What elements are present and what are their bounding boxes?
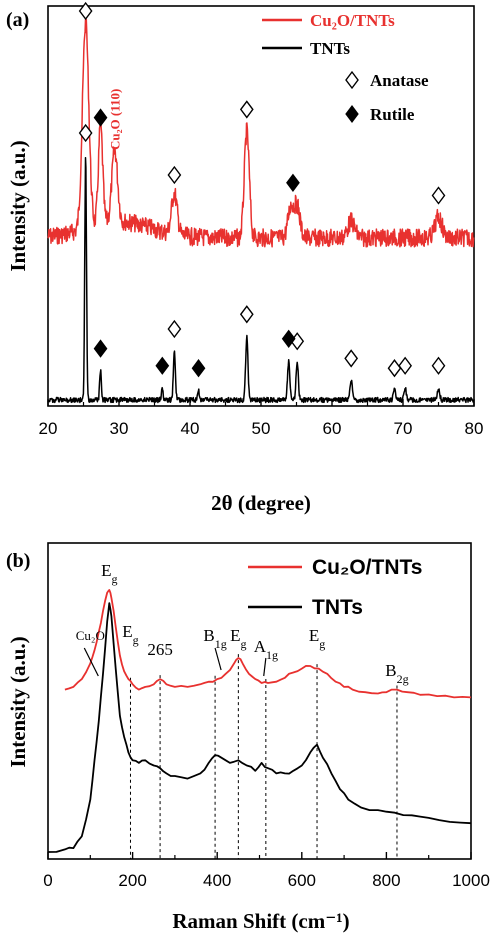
panel-b-x-tick-label: 400 <box>203 871 231 890</box>
panel-b-x-tick-label: 200 <box>118 871 146 890</box>
legend-label-rutile: Rutile <box>370 105 415 124</box>
panel-b-band-label: Eg <box>101 561 117 586</box>
panel-b-plot-frame <box>47 542 472 860</box>
panel-b-x-tick-label: 1000 <box>452 871 490 890</box>
panel-a-series-line-cu2o-tnts <box>47 18 475 248</box>
legend-filled-diamond-icon <box>345 105 359 123</box>
legend-label-tnts: TNTs <box>312 596 363 619</box>
panel-b-label: (b) <box>6 550 30 572</box>
panel-a-series <box>47 18 475 404</box>
panel-b-cu2o-arrow-icon <box>83 647 99 677</box>
panel-b-band-label: 265 <box>147 640 173 659</box>
legend-label-tnts: TNTs <box>310 39 350 58</box>
panel-b-series-line-cu2o-tnts <box>64 589 472 699</box>
panel-b-legend: Cu₂O/TNTs TNTs <box>248 556 422 619</box>
anatase-marker-icon <box>431 356 446 375</box>
panel-a-x-axis: 20 30 40 50 60 70 80 <box>39 399 484 438</box>
anatase-marker-icon <box>239 100 254 119</box>
panel-a-x-tick-label: 20 <box>39 419 58 438</box>
anatase-marker-icon <box>398 356 413 375</box>
panel-a-cu2o-peak-label: Cu₂O (110) <box>107 89 122 150</box>
rutile-marker-icon <box>155 356 170 375</box>
rutile-marker-icon <box>281 329 296 348</box>
panel-b-band-label: Eg <box>230 626 246 651</box>
anatase-marker-icon <box>387 359 402 378</box>
panel-b-b1g-arrow-icon <box>214 647 222 671</box>
panel-a-x-tick-label: 70 <box>394 419 413 438</box>
anatase-marker-icon <box>167 165 182 185</box>
anatase-marker-icon <box>239 305 254 324</box>
panel-a-y-axis-title: Intensity (a.u.) <box>6 140 30 271</box>
legend-label-cu2o-tnts: Cu₂O/TNTs <box>310 11 395 30</box>
panel-b-band-label: Cu₂O <box>76 628 105 643</box>
panel-a-x-tick-label: 80 <box>465 419 484 438</box>
panel-b-series-line-tnts <box>47 602 472 853</box>
panel-a-x-axis-title: 2θ (degree) <box>211 491 311 515</box>
anatase-marker-icon <box>344 349 359 368</box>
panel-a-x-tick-label: 40 <box>181 419 200 438</box>
panel-b-x-tick-label: 600 <box>288 871 316 890</box>
panel-a-legend: Cu₂O/TNTs TNTs Anatase Rutile <box>262 11 429 124</box>
panel-b-band-label: A1g <box>254 637 278 662</box>
panel-b-x-tick-label: 0 <box>43 871 52 890</box>
panel-b-band-label: Eg <box>122 622 138 647</box>
rutile-marker-icon <box>93 108 108 127</box>
legend-label-anatase: Anatase <box>370 71 429 90</box>
anatase-marker-icon <box>431 186 446 205</box>
panel-b-band-label: B1g <box>203 626 226 651</box>
panel-a-phase-markers <box>78 1 446 378</box>
legend-open-diamond-icon <box>345 70 359 90</box>
panel-a-x-tick-label: 60 <box>323 419 342 438</box>
panel-a-x-tick-label: 30 <box>110 419 129 438</box>
panel-a-plot-frame <box>47 5 475 407</box>
panel-b-a1g-arrow-icon <box>263 657 267 677</box>
panel-b-band-label: B2g <box>385 661 408 686</box>
panel-a: (a) 20 30 40 50 60 70 80 2θ (degree) Intensity… <box>6 1 484 515</box>
panel-b-x-axis-title: Raman Shift (cm⁻¹) <box>172 909 349 933</box>
legend-label-cu2o-tnts: Cu₂O/TNTs <box>312 556 422 579</box>
anatase-marker-icon <box>78 1 93 21</box>
rutile-marker-icon <box>191 359 206 378</box>
panel-a-label: (a) <box>6 9 29 31</box>
panel-a-x-tick-label: 50 <box>252 419 271 438</box>
panel-b-x-axis: 0 200 400 600 800 1000 <box>43 852 490 890</box>
panel-b-band-label: Eg <box>309 626 325 651</box>
panel-b-x-tick-label: 800 <box>372 871 400 890</box>
rutile-marker-icon <box>286 173 300 192</box>
panel-b-y-axis-title: Intensity (a.u.) <box>6 636 30 767</box>
rutile-marker-icon <box>93 339 108 358</box>
panel-a-series-line-tnts <box>47 156 474 404</box>
panel-b-band-guides <box>129 654 398 859</box>
anatase-marker-icon <box>167 319 182 339</box>
panel-b: (b) 0 200 400 600 800 1000 Raman Shift (cm⁻¹)… <box>6 542 490 933</box>
panel-b-series <box>47 589 472 853</box>
anatase-marker-icon <box>78 123 93 143</box>
